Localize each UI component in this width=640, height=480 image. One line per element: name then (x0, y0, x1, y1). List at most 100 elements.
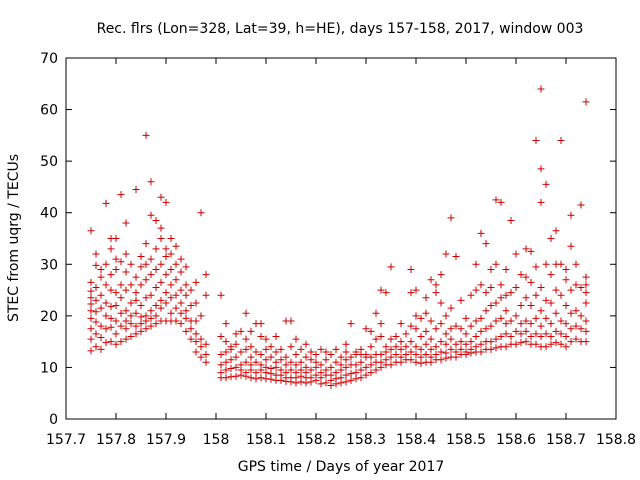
data-point (137, 253, 145, 261)
data-point (117, 338, 125, 346)
data-point (147, 178, 155, 186)
data-point (342, 371, 350, 379)
data-point (427, 276, 435, 284)
data-point (187, 302, 195, 310)
data-point (142, 294, 150, 302)
data-point (92, 318, 100, 326)
data-point (502, 265, 510, 273)
data-point (462, 314, 470, 322)
data-point (377, 358, 385, 366)
data-point (492, 299, 500, 307)
data-point (312, 358, 320, 366)
data-point (142, 131, 150, 139)
data-point (422, 340, 430, 348)
data-point (562, 276, 570, 284)
data-point (97, 322, 105, 330)
data-point (572, 260, 580, 268)
data-point (172, 317, 180, 325)
data-point (242, 369, 250, 377)
data-point (92, 250, 100, 258)
data-point (87, 314, 95, 322)
data-point (192, 317, 200, 325)
data-point (517, 271, 525, 279)
x-tick-label: 158.8 (596, 432, 636, 448)
data-point (342, 340, 350, 348)
data-point (482, 307, 490, 315)
data-point (402, 343, 410, 351)
data-point (97, 273, 105, 281)
data-point (522, 245, 530, 253)
data-point (362, 363, 370, 371)
data-point (577, 325, 585, 333)
data-point (127, 260, 135, 268)
data-point (167, 250, 175, 258)
data-point (492, 196, 500, 204)
data-point (402, 351, 410, 359)
data-point (347, 376, 355, 384)
data-point (132, 330, 140, 338)
data-point (532, 340, 540, 348)
data-point (157, 193, 165, 201)
data-point (182, 327, 190, 335)
data-point (537, 307, 545, 315)
data-point (557, 291, 565, 299)
data-point (507, 289, 515, 297)
data-point (262, 345, 270, 353)
data-point (112, 340, 120, 348)
data-point (292, 351, 300, 359)
data-point (202, 291, 210, 299)
data-point (317, 361, 325, 369)
data-point (517, 339, 525, 347)
data-point (202, 340, 210, 348)
data-point (92, 343, 100, 351)
data-point (547, 320, 555, 328)
data-point (417, 345, 425, 353)
data-point (122, 268, 130, 276)
data-point (117, 294, 125, 302)
data-point (112, 317, 120, 325)
y-tick-label: 50 (40, 154, 58, 170)
data-point (517, 330, 525, 338)
data-point (442, 330, 450, 338)
data-point (157, 278, 165, 286)
data-point (552, 309, 560, 317)
data-point (147, 211, 155, 219)
data-point (552, 286, 560, 294)
data-point (177, 309, 185, 317)
data-point (512, 340, 520, 348)
data-point (177, 320, 185, 328)
data-point (422, 327, 430, 335)
data-point (522, 338, 530, 346)
data-point (172, 304, 180, 312)
data-point (177, 268, 185, 276)
data-point (432, 351, 440, 359)
data-point (122, 317, 130, 325)
data-point (492, 260, 500, 268)
data-point (287, 358, 295, 366)
data-point (422, 309, 430, 317)
data-point (227, 343, 235, 351)
data-point (302, 363, 310, 371)
data-point (287, 343, 295, 351)
data-point (152, 283, 160, 291)
data-point (247, 361, 255, 369)
data-point (347, 320, 355, 328)
data-point (92, 261, 100, 269)
data-point (287, 366, 295, 374)
data-point (147, 271, 155, 279)
data-point (92, 296, 100, 304)
data-point (502, 330, 510, 338)
data-point (137, 281, 145, 289)
data-point (122, 286, 130, 294)
data-point (467, 338, 475, 346)
data-point (87, 294, 95, 302)
data-point (192, 330, 200, 338)
data-point (197, 353, 205, 361)
data-point (397, 338, 405, 346)
data-point (132, 322, 140, 330)
data-point (122, 335, 130, 343)
data-point (502, 307, 510, 315)
data-point (527, 332, 535, 340)
data-point (442, 312, 450, 320)
data-point (262, 375, 270, 383)
